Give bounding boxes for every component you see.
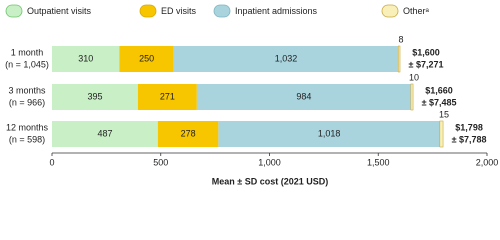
total-sd: ± $7,271 bbox=[409, 59, 444, 69]
total-mean: $1,600 bbox=[412, 47, 440, 57]
value-label: 984 bbox=[296, 91, 311, 101]
category-sublabel: (n = 598) bbox=[9, 134, 45, 144]
bar-segment bbox=[52, 84, 138, 110]
x-tick-label: 0 bbox=[49, 157, 54, 167]
legend-label: Inpatient admissions bbox=[235, 6, 318, 16]
x-tick-label: 1,500 bbox=[367, 157, 390, 167]
legend-label: Otherᵃ bbox=[403, 6, 430, 16]
total-mean: $1,798 bbox=[455, 122, 483, 132]
x-tick-label: 2,000 bbox=[476, 157, 499, 167]
value-label: 278 bbox=[181, 128, 196, 138]
value-label: 395 bbox=[87, 91, 102, 101]
value-label: 10 bbox=[409, 72, 419, 82]
category-label: 1 month bbox=[11, 47, 44, 57]
category-label: 3 months bbox=[8, 85, 46, 95]
bar-segment bbox=[397, 45, 401, 73]
value-label: 271 bbox=[160, 91, 175, 101]
value-label: 487 bbox=[97, 128, 112, 138]
legend-swatch bbox=[381, 4, 399, 18]
x-tick-label: 500 bbox=[153, 157, 168, 167]
bar-segment bbox=[196, 84, 411, 110]
total-mean: $1,660 bbox=[425, 85, 453, 95]
bar-segment bbox=[52, 46, 120, 72]
bar-segment bbox=[119, 46, 174, 72]
category-sublabel: (n = 1,045) bbox=[5, 59, 49, 69]
bar-segment bbox=[157, 121, 219, 147]
value-label: 15 bbox=[439, 109, 449, 119]
legend-swatch bbox=[5, 4, 23, 18]
value-label: 310 bbox=[78, 53, 93, 63]
bar-segment bbox=[410, 83, 414, 111]
total-sd: ± $7,485 bbox=[422, 97, 457, 107]
chart: Mean ± SD cost (2021 USD) Outpatient vis… bbox=[5, 4, 499, 186]
value-label: 1,018 bbox=[318, 128, 341, 138]
legend-swatch bbox=[139, 4, 157, 18]
legend-label: ED visits bbox=[161, 6, 197, 16]
value-label: 1,032 bbox=[275, 53, 298, 63]
legend-label: Outpatient visits bbox=[27, 6, 92, 16]
x-tick-label: 1,000 bbox=[258, 157, 281, 167]
legend-swatch bbox=[213, 4, 231, 18]
category-label: 12 months bbox=[6, 122, 49, 132]
bar-segment bbox=[137, 84, 197, 110]
value-label: 8 bbox=[398, 34, 403, 44]
total-sd: ± $7,788 bbox=[452, 134, 487, 144]
bar-segment bbox=[439, 120, 444, 148]
bar-segment bbox=[173, 46, 399, 72]
bar-segment bbox=[52, 121, 158, 147]
x-axis-label: Mean ± SD cost (2021 USD) bbox=[212, 176, 328, 186]
value-label: 250 bbox=[139, 53, 154, 63]
category-sublabel: (n = 966) bbox=[9, 97, 45, 107]
bar-segment bbox=[218, 121, 440, 147]
